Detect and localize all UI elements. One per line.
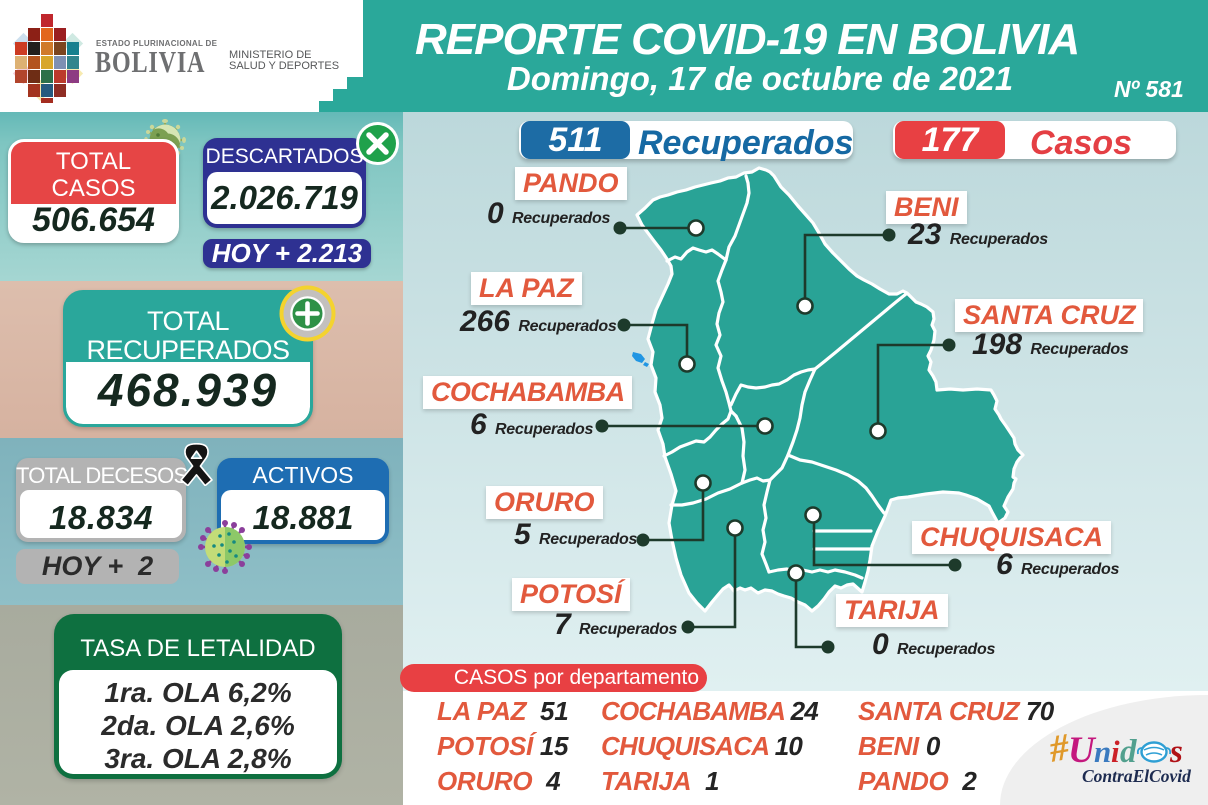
svg-text:d: d — [1120, 734, 1137, 770]
svg-text:U: U — [1068, 730, 1097, 771]
svg-text:ContraElCovid: ContraElCovid — [1082, 766, 1191, 786]
svg-text:n: n — [1094, 734, 1111, 769]
svg-text:s: s — [1169, 734, 1183, 770]
svg-text:i: i — [1111, 734, 1120, 769]
